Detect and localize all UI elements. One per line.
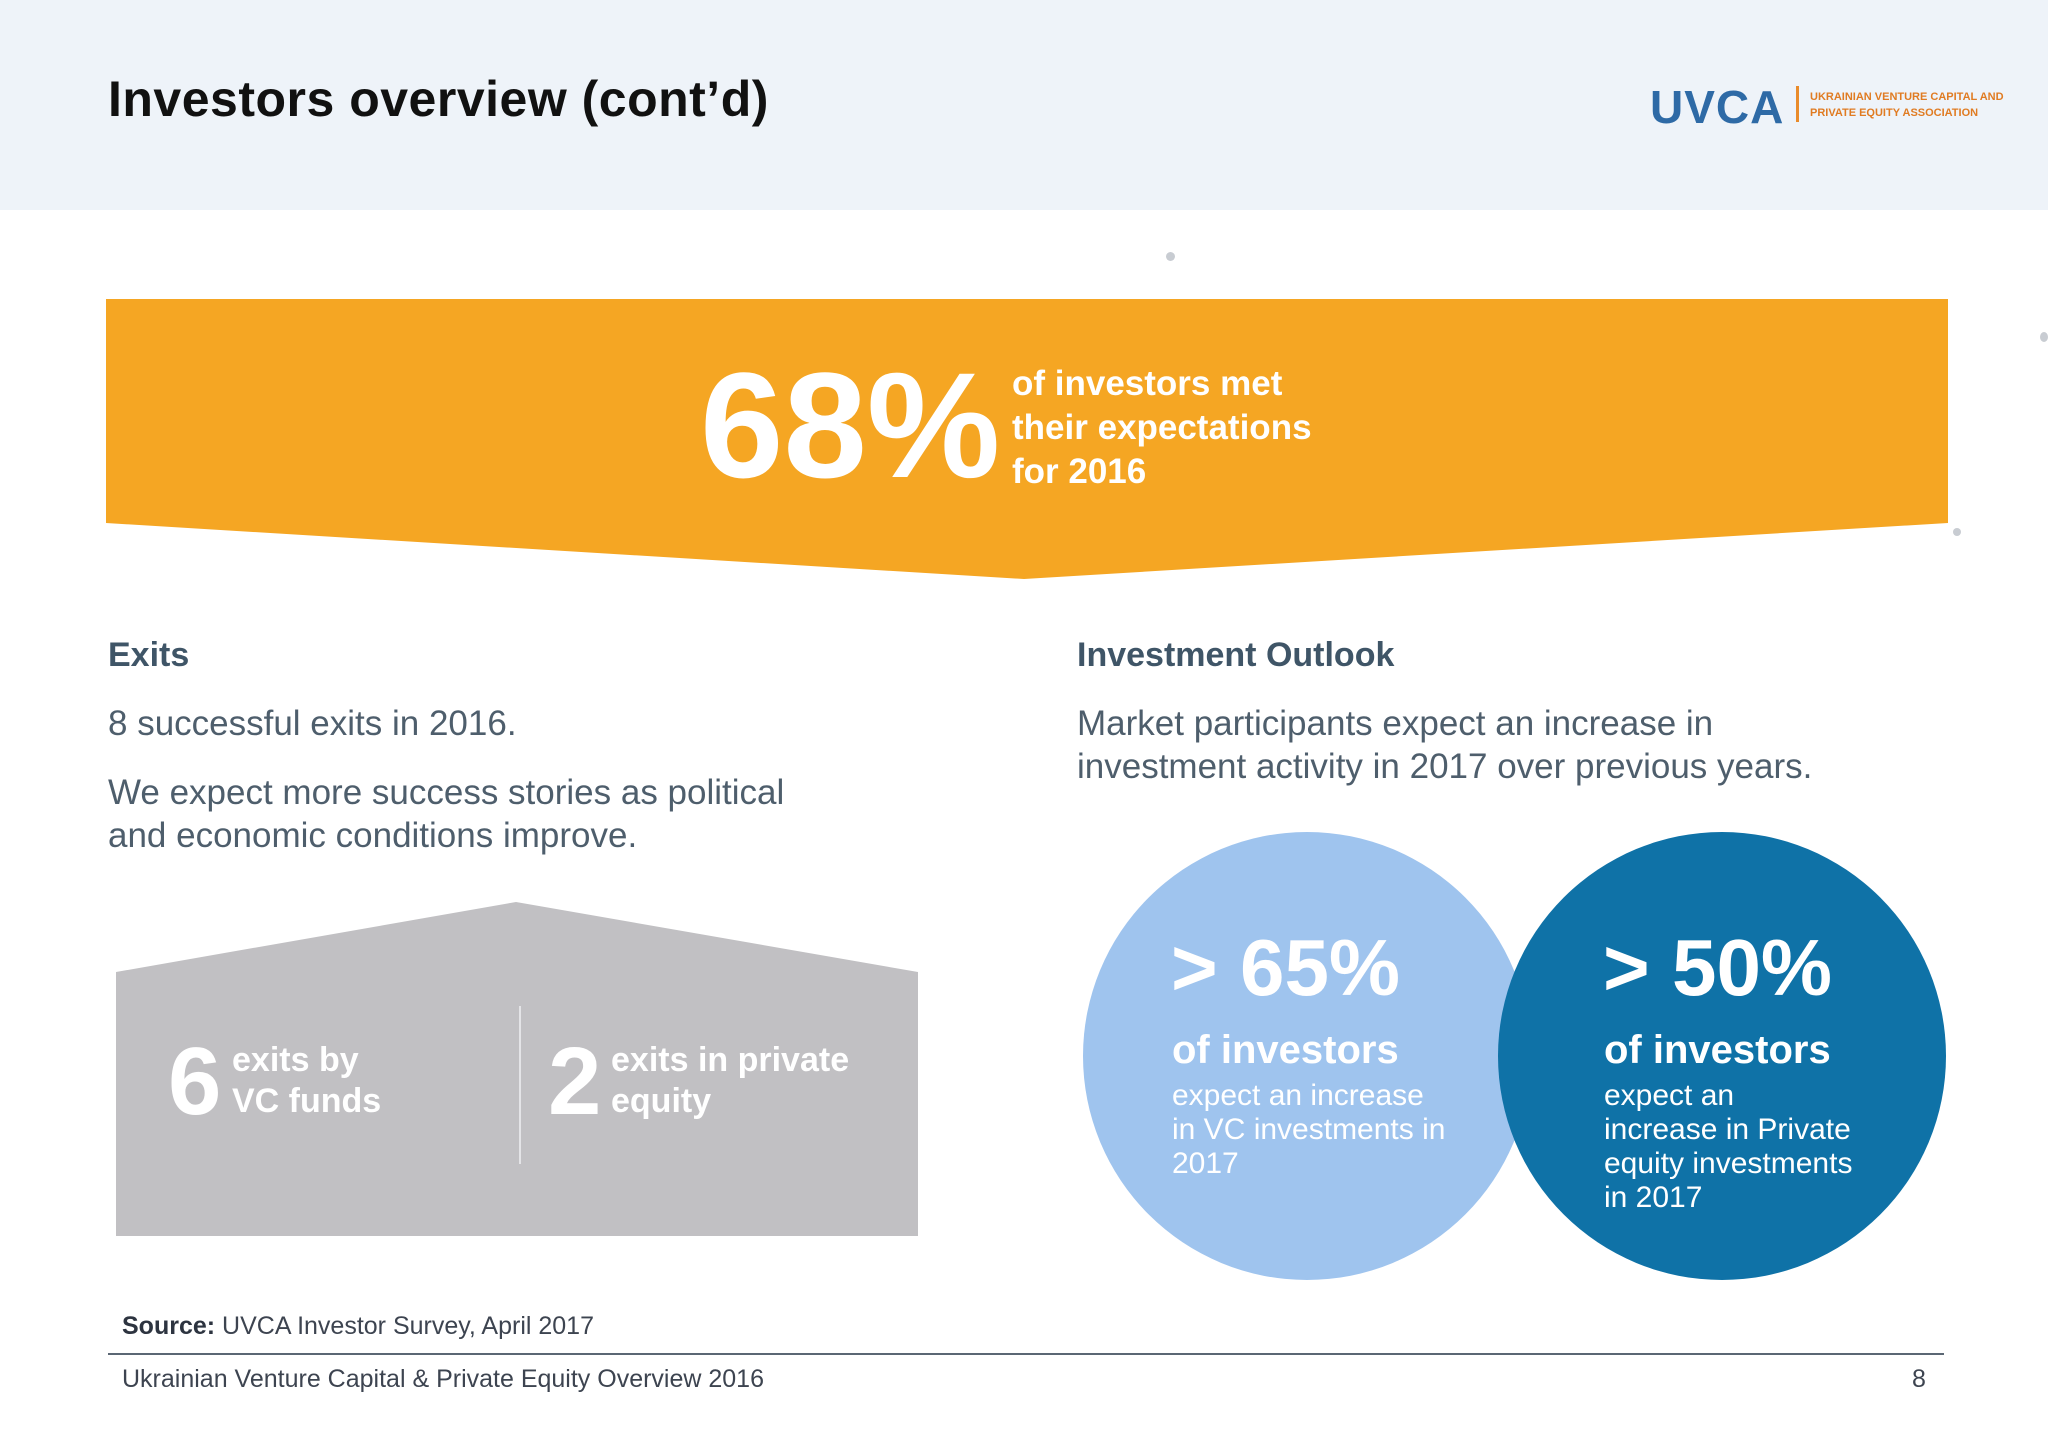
outlook-text-line-2: investment activity in 2017 over previou…: [1077, 747, 1813, 786]
pe-outlook-description: expect an increase in Private equity inv…: [1604, 1079, 1852, 1215]
footer-document-title: Ukrainian Venture Capital & Private Equi…: [122, 1365, 764, 1393]
banner-caption-line-2: their expectations: [1012, 408, 1312, 447]
pe-outlook-subtitle: of investors: [1604, 1028, 1831, 1072]
header-band: [0, 0, 2048, 210]
page-number: 8: [1912, 1365, 1926, 1393]
vc-exits-number: 6: [168, 1028, 222, 1135]
pe-exits-number: 2: [548, 1028, 602, 1135]
banner-caption-line-1: of investors met: [1012, 364, 1283, 403]
logo-subtitle-line-1: UKRAINIAN VENTURE CAPITAL AND: [1810, 91, 2004, 103]
logo-divider: [1796, 86, 1799, 122]
source-text: UVCA Investor Survey, April 2017: [222, 1312, 594, 1340]
vc-exits-label: exits by VC funds: [232, 1040, 381, 1122]
logo-subtitle-line-2: PRIVATE EQUITY ASSOCIATION: [1810, 107, 1979, 119]
vc-outlook-desc-line-3: 2017: [1172, 1147, 1239, 1180]
logo-subtitle: UKRAINIAN VENTURE CAPITAL AND PRIVATE EQ…: [1810, 89, 2010, 121]
outlook-text: Market participants expect an increase i…: [1077, 702, 1812, 788]
exits-outlook-line-1: We expect more success stories as politi…: [108, 773, 785, 812]
exits-outlook-text: We expect more success stories as politi…: [108, 771, 784, 857]
pe-exits-label: exits in private equity: [611, 1040, 849, 1122]
vc-outlook-circle: [1083, 832, 1531, 1280]
pe-outlook-desc-line-1: expect an: [1604, 1079, 1735, 1112]
exits-outlook-line-2: and economic conditions improve.: [108, 816, 638, 855]
logo-wordmark: UVCA: [1650, 81, 1785, 133]
exits-house-box: [116, 902, 918, 1236]
vc-outlook-desc-line-2: in VC investments in: [1172, 1113, 1446, 1146]
exits-heading: Exits: [108, 636, 190, 674]
page-title: Investors overview (cont’d): [108, 71, 769, 127]
exits-divider: [519, 1006, 521, 1164]
banner-big-stat: 68%: [700, 341, 1001, 509]
vc-outlook-stat: > 65%: [1171, 923, 1401, 1012]
vc-exits-label-line-1: exits by: [232, 1041, 359, 1079]
pe-outlook-circle: [1498, 832, 1946, 1280]
banner-caption: of investors met their expectations for …: [1012, 362, 1312, 494]
pe-outlook-desc-line-4: in 2017: [1604, 1181, 1703, 1214]
outlook-heading: Investment Outlook: [1077, 636, 1395, 674]
pe-exits-label-line-1: exits in private: [611, 1041, 850, 1079]
source-label: Source:: [122, 1312, 216, 1340]
pe-exits-label-line-2: equity: [611, 1082, 712, 1120]
decor-dot: [1166, 252, 1175, 261]
vc-exits-label-line-2: VC funds: [232, 1082, 382, 1120]
pe-outlook-desc-line-3: equity investments: [1604, 1147, 1853, 1180]
expectations-banner: [106, 299, 1948, 579]
vc-outlook-description: expect an increase in VC investments in …: [1172, 1079, 1445, 1181]
vc-outlook-subtitle: of investors: [1172, 1028, 1399, 1072]
decor-dot: [1953, 528, 1961, 536]
decor-dot: [2040, 332, 2048, 342]
pe-outlook-stat: > 50%: [1603, 923, 1833, 1012]
pe-outlook-desc-line-2: increase in Private: [1604, 1113, 1851, 1146]
outlook-text-line-1: Market participants expect an increase i…: [1077, 704, 1714, 743]
footer-rule: [108, 1353, 1944, 1355]
banner-caption-line-3: for 2016: [1012, 452, 1147, 491]
exits-summary: 8 successful exits in 2016.: [108, 704, 517, 743]
vc-outlook-desc-line-1: expect an increase: [1172, 1079, 1424, 1112]
source-note: Source: UVCA Investor Survey, April 2017: [122, 1312, 594, 1341]
